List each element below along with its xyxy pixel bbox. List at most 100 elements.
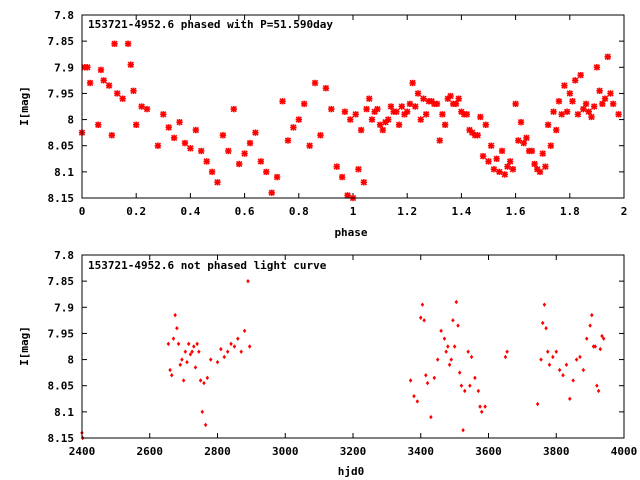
phased-chart-points [78, 40, 622, 202]
unphased-data-point [463, 388, 467, 394]
unphased-data-point [422, 318, 426, 323]
unphased-data-point [479, 409, 484, 415]
unphased-data-point [561, 373, 565, 378]
unphased-data-point [476, 388, 481, 394]
unphased-data-point [246, 278, 250, 284]
phased-data-point [322, 85, 330, 92]
phased-data-point [520, 139, 527, 147]
unphased-data-point [595, 383, 599, 388]
phased-data-point [390, 108, 397, 115]
phased-data-point [124, 40, 132, 47]
phased-xtick-label: 0.2 [126, 205, 146, 218]
unphased-data-point [186, 341, 191, 347]
phased-data-point [306, 142, 313, 149]
phased-data-point [360, 179, 368, 186]
unphased-data-point [600, 333, 604, 339]
unphased-data-point [175, 326, 179, 331]
phased-data-point [86, 79, 94, 87]
unphased-data-point [185, 359, 189, 365]
unphased-ytick-label: 7.85 [48, 275, 75, 288]
phased-data-point [596, 87, 603, 95]
phased-data-point [366, 95, 373, 102]
unphased-data-point [539, 357, 543, 362]
unphased-data-point [454, 299, 459, 305]
unphased-data-point [452, 344, 457, 349]
phased-data-point [609, 100, 617, 108]
unphased-data-point [444, 349, 448, 354]
unphased-ytick-label: 7.9 [54, 301, 74, 314]
unphased-data-point [232, 344, 237, 349]
unphased-chart-xlabel: hjd0 [338, 465, 365, 478]
phased-data-point [273, 173, 281, 181]
phased-data-point [550, 108, 557, 115]
phased-data-point [482, 121, 489, 128]
unphased-data-point [457, 370, 462, 375]
phased-data-point [230, 105, 237, 113]
phased-data-point [493, 155, 500, 162]
phased-data-point [119, 95, 126, 102]
unphased-chart: 153721-4952.6 not phased light curve hjd… [18, 249, 637, 478]
unphased-data-point [202, 380, 206, 386]
unphased-data-point [483, 404, 487, 409]
unphased-data-point [242, 328, 247, 334]
phased-data-point [512, 100, 519, 108]
phased-data-point [355, 166, 362, 173]
unphased-data-point [166, 341, 171, 347]
phased-data-point [301, 100, 308, 108]
unphased-data-point [601, 336, 606, 341]
unphased-data-point [192, 344, 196, 349]
phased-data-point [214, 179, 221, 186]
unphased-data-point [170, 373, 174, 378]
phased-data-point [84, 64, 91, 71]
phased-data-point [100, 77, 107, 84]
phased-data-point [290, 124, 297, 131]
unphased-data-point [222, 354, 227, 360]
phased-data-point [130, 87, 137, 95]
phased-data-point [317, 132, 324, 139]
phased-data-point [417, 116, 424, 123]
unphased-data-point [435, 357, 440, 362]
phased-data-point [208, 168, 216, 176]
unphased-ytick-label: 7.95 [48, 327, 75, 340]
unphased-data-point [574, 357, 579, 362]
phased-data-point [412, 103, 419, 110]
phased-xtick-label: 0.8 [289, 205, 309, 218]
phased-xtick-label: 1.2 [397, 205, 417, 218]
unphased-data-point [173, 312, 177, 318]
phased-data-point [506, 158, 514, 165]
phased-data-point [284, 137, 292, 144]
phased-data-point [588, 113, 595, 121]
phased-data-point [460, 111, 468, 118]
phased-data-point [509, 166, 517, 173]
unphased-chart-points [80, 278, 606, 441]
phased-data-point [566, 90, 573, 97]
unphased-data-point [544, 326, 548, 331]
phased-data-point [444, 95, 452, 102]
unphased-data-point [180, 357, 184, 362]
unphased-data-point [468, 383, 472, 388]
phased-data-point [219, 132, 227, 139]
phased-xtick-label: 1.4 [451, 205, 471, 218]
phased-data-point [352, 111, 359, 118]
phased-data-point [160, 111, 167, 118]
phased-data-point [133, 121, 140, 128]
phased-data-point [333, 163, 340, 170]
unphased-data-point [197, 349, 201, 354]
phased-data-point [599, 100, 606, 108]
phased-data-point [395, 121, 403, 128]
phased-data-point [154, 142, 162, 149]
phased-data-point [590, 103, 598, 110]
unphased-data-point [557, 367, 562, 373]
unphased-data-point [581, 367, 586, 373]
unphased-data-point [542, 302, 547, 307]
phased-data-point [422, 111, 430, 118]
phased-data-point [338, 173, 346, 181]
phased-data-point [580, 105, 587, 113]
unphased-ytick-label: 8.15 [48, 432, 75, 445]
phased-data-point [368, 116, 376, 123]
phased-data-point [466, 126, 473, 134]
unphased-data-point [429, 414, 433, 420]
phased-data-point [477, 113, 484, 121]
unphased-data-point [418, 315, 423, 320]
